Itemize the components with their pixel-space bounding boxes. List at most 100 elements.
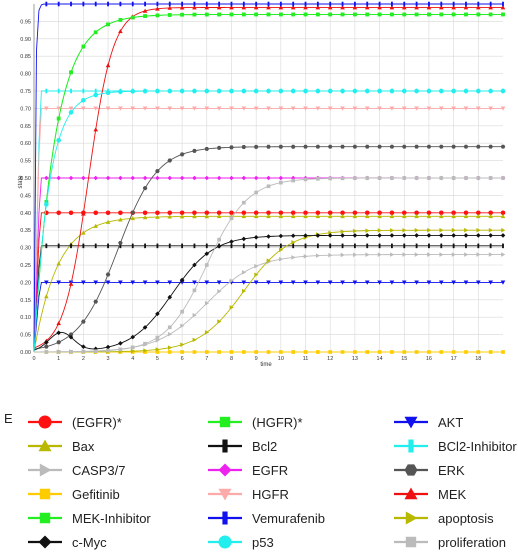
data-point bbox=[266, 5, 271, 10]
legend-label: CASP3/7 bbox=[72, 462, 126, 478]
data-point bbox=[93, 346, 99, 352]
data-point bbox=[377, 350, 382, 354]
data-point bbox=[402, 350, 407, 354]
data-point bbox=[142, 8, 148, 13]
data-point bbox=[179, 214, 185, 219]
data-point bbox=[488, 350, 493, 354]
data-point bbox=[303, 233, 308, 238]
data-point bbox=[266, 234, 271, 239]
legend-swatch bbox=[208, 488, 242, 501]
data-point bbox=[341, 1, 344, 7]
data-point bbox=[204, 12, 209, 17]
data-point bbox=[465, 243, 467, 249]
legend-marker bbox=[405, 536, 417, 548]
data-point bbox=[451, 252, 456, 257]
data-point bbox=[167, 175, 173, 181]
data-point bbox=[389, 213, 395, 219]
legend-item: HGFR bbox=[206, 484, 289, 504]
data-point bbox=[167, 158, 173, 163]
data-point bbox=[438, 144, 444, 149]
data-point bbox=[365, 228, 370, 233]
x-axis-label: time bbox=[260, 362, 272, 368]
data-point bbox=[105, 280, 111, 285]
data-point bbox=[118, 341, 123, 346]
data-point bbox=[142, 325, 148, 330]
data-point bbox=[438, 210, 444, 216]
x-tick-label: 8 bbox=[230, 356, 233, 362]
data-point bbox=[414, 5, 419, 10]
x-tick-label: 5 bbox=[156, 356, 159, 362]
y-tick-label: 0.25 bbox=[20, 263, 31, 269]
data-point bbox=[68, 334, 74, 340]
legend-swatch bbox=[394, 536, 428, 548]
data-point bbox=[352, 233, 358, 238]
y-tick-label: 0.10 bbox=[20, 315, 31, 321]
data-point bbox=[451, 144, 456, 149]
data-point bbox=[463, 106, 469, 111]
x-tick-label: 18 bbox=[475, 356, 481, 362]
data-point bbox=[229, 106, 234, 111]
data-point bbox=[241, 145, 247, 150]
data-point bbox=[451, 210, 456, 216]
data-point bbox=[304, 243, 307, 249]
data-point bbox=[167, 214, 173, 219]
data-point bbox=[501, 12, 505, 17]
data-point bbox=[131, 243, 134, 249]
x-tick-label: 3 bbox=[107, 356, 110, 362]
data-point bbox=[44, 344, 49, 349]
data-point bbox=[414, 350, 419, 354]
data-point bbox=[118, 210, 123, 216]
data-point bbox=[205, 1, 208, 7]
data-point bbox=[143, 348, 148, 353]
data-point bbox=[428, 1, 430, 7]
legend-marker bbox=[218, 488, 232, 501]
series-line bbox=[33, 13, 503, 353]
y-tick-label: 0.55 bbox=[20, 159, 31, 165]
data-point bbox=[401, 88, 407, 94]
legend-marker bbox=[219, 416, 231, 428]
data-point bbox=[278, 144, 284, 149]
data-point bbox=[130, 89, 136, 94]
data-point bbox=[403, 243, 406, 249]
series-line bbox=[33, 90, 503, 353]
series-casp3-7 bbox=[33, 252, 506, 355]
data-point bbox=[476, 210, 481, 216]
data-point bbox=[390, 228, 395, 233]
data-point bbox=[168, 243, 171, 249]
data-point bbox=[81, 98, 86, 103]
data-point bbox=[352, 213, 358, 219]
data-point bbox=[241, 5, 247, 10]
data-point bbox=[401, 280, 407, 285]
data-point bbox=[391, 243, 393, 249]
legend-label: apoptosis bbox=[438, 510, 494, 526]
legend-swatch bbox=[208, 535, 242, 549]
data-point bbox=[217, 350, 221, 354]
data-point bbox=[463, 144, 469, 149]
legend-item: BCl2-Inhibitor bbox=[392, 436, 517, 456]
data-point bbox=[426, 233, 432, 238]
data-point bbox=[230, 243, 233, 249]
data-point bbox=[204, 300, 210, 306]
data-point bbox=[204, 88, 210, 94]
data-point bbox=[352, 106, 358, 111]
data-point bbox=[45, 1, 48, 7]
data-point bbox=[352, 280, 358, 285]
data-point bbox=[204, 214, 210, 219]
data-point bbox=[364, 233, 370, 238]
data-point bbox=[81, 319, 86, 324]
data-point bbox=[488, 144, 493, 149]
data-point bbox=[118, 280, 123, 285]
legend-label: Bax bbox=[72, 438, 95, 454]
data-point bbox=[180, 12, 184, 17]
data-point bbox=[377, 144, 382, 149]
data-point bbox=[427, 176, 431, 180]
x-tick-label: 1 bbox=[57, 356, 60, 362]
data-point bbox=[451, 5, 456, 10]
data-point bbox=[56, 116, 61, 121]
data-point bbox=[403, 1, 406, 7]
data-point bbox=[476, 176, 481, 180]
data-point bbox=[500, 88, 506, 94]
data-point bbox=[229, 210, 234, 216]
legend-label: c-Myc bbox=[72, 534, 107, 550]
data-point bbox=[291, 178, 296, 183]
